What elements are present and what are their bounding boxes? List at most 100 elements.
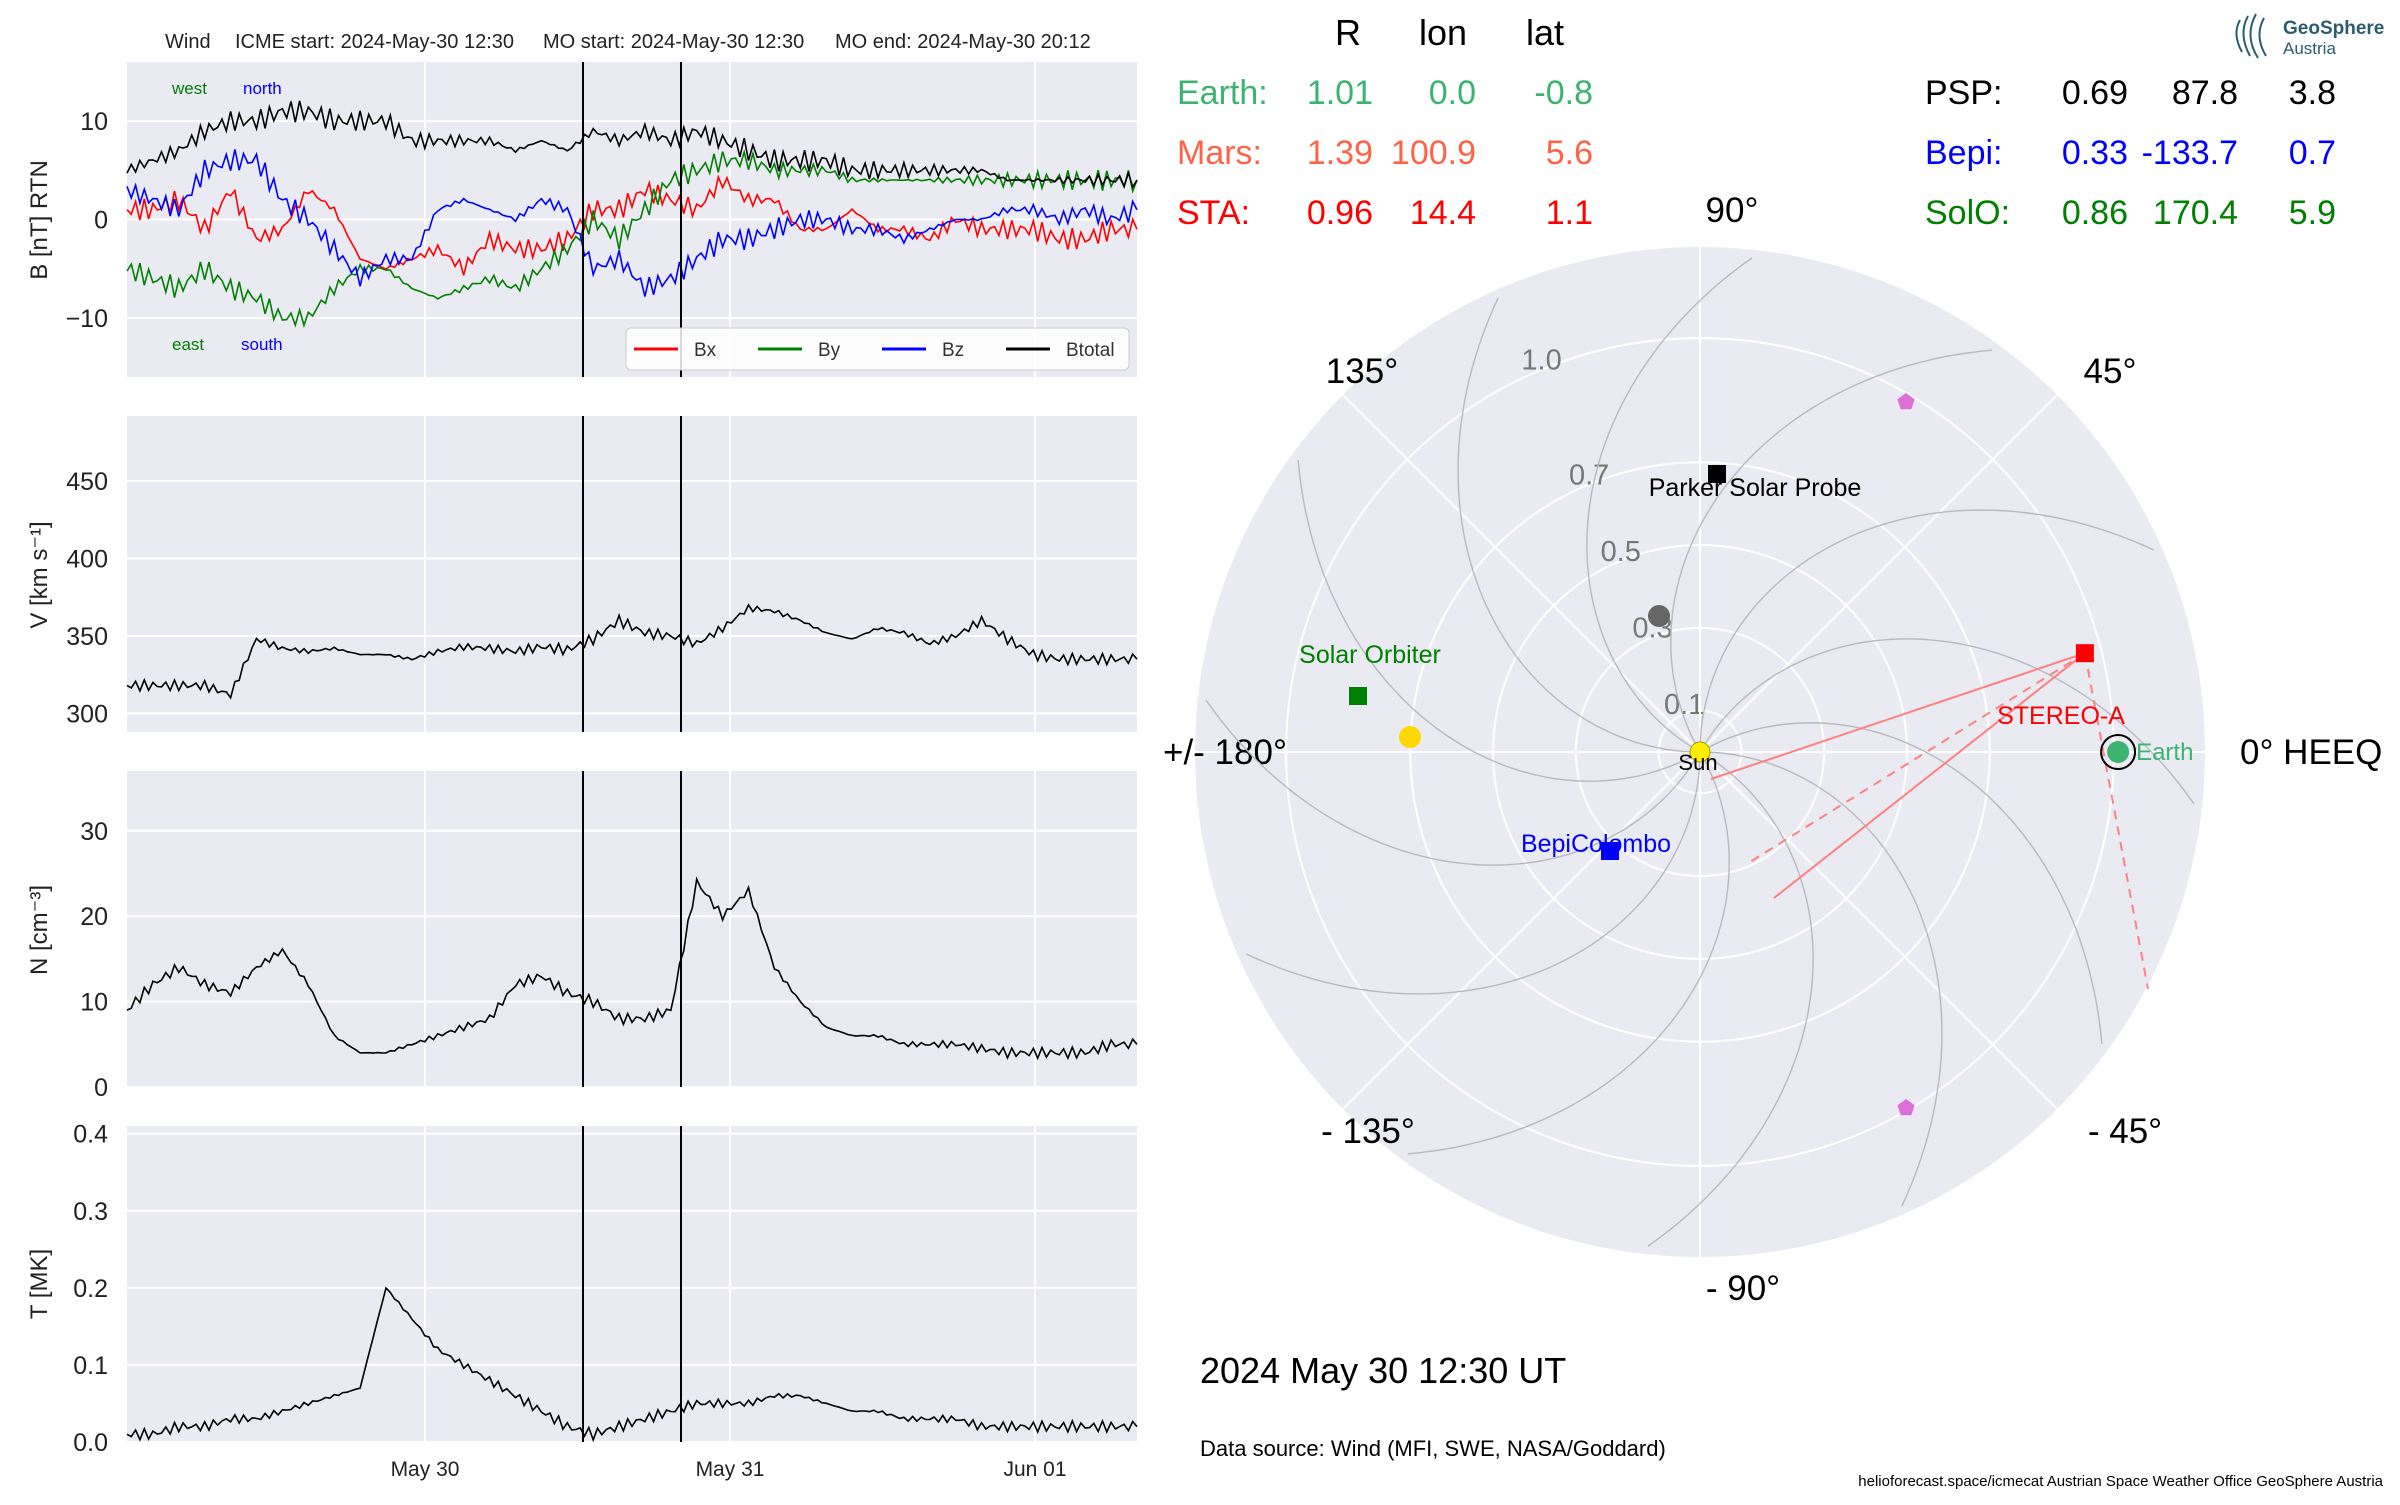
yellow-body-marker [1399, 726, 1421, 748]
footer-credits: helioforecast.space/icmecat Austrian Spa… [1858, 1473, 2383, 1490]
y-tick-label: 0.0 [73, 1429, 108, 1457]
series-line-n [126, 876, 1138, 1061]
angle-label: - 90° [1706, 1269, 1780, 1308]
parker-spiral [1699, 751, 1943, 1207]
table-cell-r: 0.69 [2062, 74, 2128, 112]
data-source: Data source: Wind (MFI, SWE, NASA/Goddar… [1200, 1436, 1666, 1461]
legend-bx: Bx [694, 340, 717, 361]
radial-tick-label: 0.1 [1664, 689, 1704, 721]
y-tick-label: 300 [66, 700, 108, 728]
north-annotation: north [243, 79, 282, 98]
v-axis-label: V [km s⁻¹] [26, 521, 53, 628]
table-cell-lon: 0.0 [1429, 74, 1476, 112]
n-axis-label: N [cm⁻³] [26, 885, 53, 975]
parker-spiral [1670, 349, 1993, 753]
series-line-v [126, 603, 1138, 700]
header-lon: lon [1419, 12, 1467, 53]
bepicolombo-marker [1601, 842, 1619, 860]
orbit-polar-plot: 0.10.30.50.71.090°45°0° HEEQ- 45°- 90°- … [1163, 191, 2382, 1308]
x-tick-label: May 31 [696, 1458, 765, 1481]
legend-by: By [818, 340, 841, 361]
y-tick-label: 350 [66, 623, 108, 651]
angular-gridline [1342, 394, 1701, 753]
west-annotation: west [171, 79, 207, 98]
sun-label: Sun [1678, 750, 1717, 775]
parker-spiral [1457, 297, 1701, 753]
y-tick-label: 20 [80, 903, 108, 931]
y-tick-label: 400 [66, 546, 108, 574]
angle-label: 135° [1326, 352, 1398, 391]
earth-ring [2100, 734, 2137, 770]
y-tick-label: 0.2 [73, 1275, 108, 1303]
sta-fov-dashed-line [2083, 652, 2149, 990]
y-tick-label: 0 [94, 207, 108, 235]
logo-line1: GeoSphere [2283, 18, 2384, 39]
radial-tick-label: 1.0 [1521, 345, 1561, 377]
parker-spiral [1407, 751, 1730, 1155]
table-cell-lon: 170.4 [2153, 194, 2238, 232]
table-row-name: Earth: [1177, 74, 1268, 112]
table-cell-lat: 5.6 [1546, 134, 1593, 172]
table-row-name: STA: [1177, 194, 1250, 232]
psp-marker [1708, 465, 1726, 483]
legend-frame [625, 327, 1130, 371]
gray-body-marker [1648, 605, 1670, 627]
angle-label: 45° [2084, 352, 2137, 391]
angle-label: 90° [1706, 191, 1759, 230]
table-cell-lon: -133.7 [2142, 134, 2238, 172]
parker-spiral [1205, 699, 1701, 866]
parker-spiral [1297, 459, 1701, 782]
header-spacecraft: Wind [165, 31, 211, 53]
plot-datetime: 2024 May 30 12:30 UT [1200, 1350, 1566, 1391]
bepicolombo-label: BepiColombo [1521, 830, 1671, 858]
table-cell-r: 1.01 [1307, 74, 1373, 112]
radial-tick-label: 0.7 [1569, 459, 1609, 491]
x-tick-label: May 30 [391, 1458, 460, 1481]
table-cell-lon: 14.4 [1410, 194, 1476, 232]
table-row-name: SolO: [1925, 194, 2010, 232]
parker-spiral [1699, 509, 2155, 753]
y-tick-label: 30 [80, 818, 108, 846]
series-line-bx [126, 174, 1138, 276]
earth-marker [2107, 741, 2130, 763]
table-cell-lat: 3.8 [2289, 74, 2336, 112]
series-line-t [126, 1286, 1138, 1443]
y-tick-label: −10 [66, 305, 108, 333]
y-tick-label: 10 [80, 108, 108, 136]
v-panel [127, 416, 1137, 732]
logo-line2: Austria [2283, 39, 2336, 58]
geosphere-logo: GeoSphere Austria [2235, 13, 2384, 59]
time-series-panels [127, 62, 1137, 1442]
table-cell-lon: 87.8 [2172, 74, 2238, 112]
positions-table: R lon lat Earth: 1.01 0.0 -0.8 Mars: 1.39 100.… [1177, 12, 2336, 232]
header-mo-start: MO start: 2024-May-30 12:30 [543, 31, 804, 53]
series-line-btotal [126, 100, 1138, 189]
sta-fov-dashed-line [1749, 652, 2086, 863]
solar-orbiter-marker [1349, 687, 1367, 705]
mars-marker [1897, 1099, 1915, 1116]
angular-gridline [1699, 394, 2058, 753]
polar-marks: Sun Earth STEREO-A Parker Solar Probe BepiCo… [1299, 393, 2193, 1116]
table-cell-r: 1.39 [1307, 134, 1373, 172]
series-line-by [126, 148, 1138, 329]
south-annotation: south [241, 335, 283, 354]
table-cell-lat: 5.9 [2289, 194, 2336, 232]
parker-spiral [1699, 638, 2195, 805]
parker-spiral [1245, 751, 1701, 995]
angle-label: - 45° [2088, 1112, 2162, 1151]
legend-btotal: Btotal [1066, 340, 1115, 361]
stereo-a-label: STEREO-A [1997, 702, 2125, 730]
parker-spiral [1699, 722, 2103, 1045]
header-icme-start: ICME start: 2024-May-30 12:30 [235, 31, 514, 53]
solar-orbiter-label: Solar Orbiter [1299, 641, 1441, 669]
table-cell-lon: 100.9 [1391, 134, 1476, 172]
angle-label: 0° HEEQ [2240, 733, 2382, 772]
table-cell-r: 0.86 [2062, 194, 2128, 232]
y-tick-label: 0.3 [73, 1198, 108, 1226]
spiral-lines [1205, 257, 2195, 1247]
legend-bz: Bz [942, 340, 964, 361]
panel-grids [127, 62, 1137, 1443]
y-tick-label: 450 [66, 468, 108, 496]
